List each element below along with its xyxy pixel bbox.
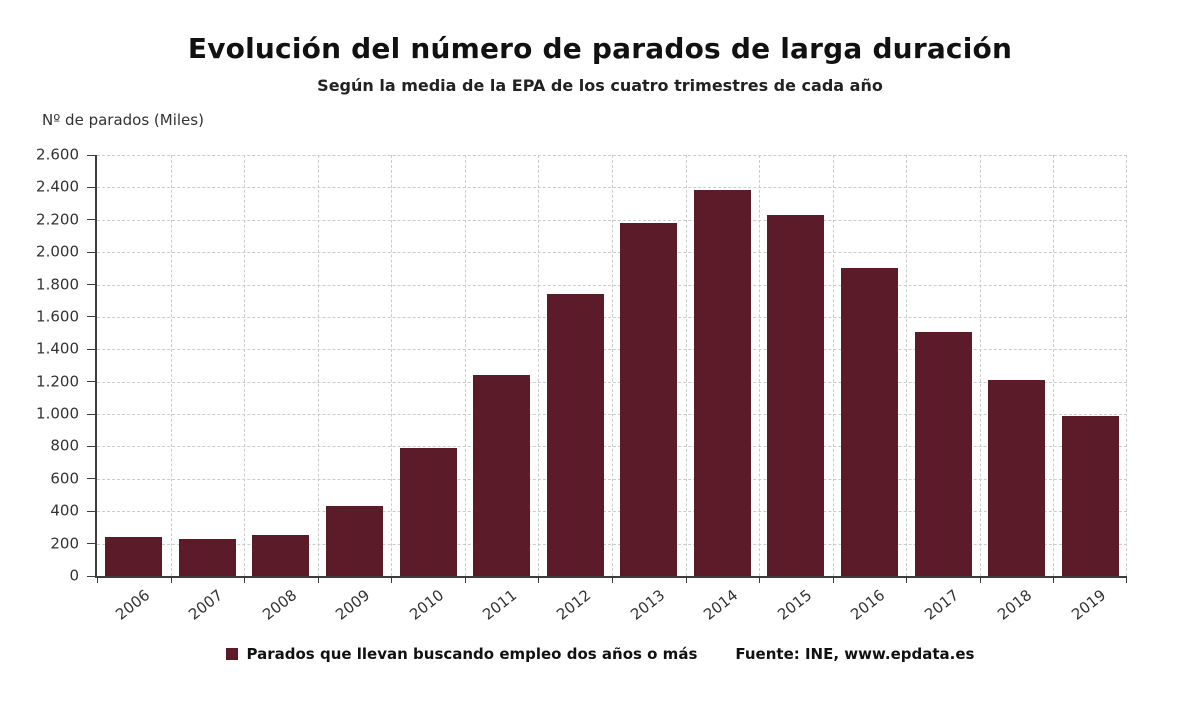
y-tick-label: 1.600 <box>36 307 79 326</box>
source-text: Fuente: INE, www.epdata.es <box>735 645 975 663</box>
y-tick-label: 2.000 <box>36 242 79 261</box>
gridline-vertical <box>1053 155 1055 576</box>
gridline-vertical <box>391 155 393 576</box>
y-tick-label: 600 <box>50 469 79 488</box>
gridline-vertical <box>906 155 908 576</box>
x-tick-mark <box>759 578 761 583</box>
bar <box>841 268 898 576</box>
chart-footer: Parados que llevan buscando empleo dos a… <box>0 645 1200 663</box>
plot-area: 0 200 400 600 800 1.000 1.200 1.400 1.600 1.800 2.… <box>36 145 1127 624</box>
bar <box>399 447 457 576</box>
y-tick-mark <box>87 575 95 577</box>
x-tick-mark <box>979 578 981 583</box>
x-axis-label: 2008 <box>258 586 300 624</box>
x-tick-mark <box>1126 578 1127 583</box>
x-tick-mark <box>832 578 834 583</box>
x-tick-mark <box>464 578 466 583</box>
y-tick-mark <box>87 510 95 512</box>
bar <box>988 379 1046 576</box>
y-tick-mark <box>87 478 95 480</box>
y-tick-label: 1.400 <box>36 339 79 358</box>
legend-swatch <box>225 648 238 660</box>
gridline-vertical <box>979 155 981 576</box>
bar <box>326 505 383 576</box>
bar <box>473 375 531 576</box>
chart-title: Evolución del número de parados de larga… <box>187 32 1013 65</box>
y-tick-mark <box>87 413 95 415</box>
x-axis-label: 2015 <box>773 586 815 624</box>
chart-subtitle: Según la media de la EPA de los cuatro t… <box>317 76 883 95</box>
y-tick-label: 200 <box>50 533 79 552</box>
x-axis-label: 2019 <box>1068 586 1110 624</box>
y-tick-label: 2.200 <box>36 210 79 229</box>
x-tick-mark <box>170 578 172 583</box>
y-tick-label: 400 <box>50 501 79 520</box>
bar <box>620 222 678 576</box>
x-axis-label: 2018 <box>994 586 1036 624</box>
x-tick-mark <box>1053 578 1055 583</box>
bar <box>693 189 751 576</box>
gridline-vertical <box>832 155 834 576</box>
y-tick-mark <box>87 348 95 350</box>
x-axis-label: 2011 <box>479 586 521 624</box>
x-axis-label: 2014 <box>700 586 742 624</box>
y-tick-label: 1.200 <box>36 371 79 390</box>
y-tick-mark <box>87 381 95 383</box>
x-tick-mark <box>244 578 246 583</box>
x-axis-label: 2012 <box>553 586 595 624</box>
gridline-vertical <box>538 155 540 576</box>
y-tick-mark <box>87 284 95 286</box>
y-tick-mark <box>87 219 95 221</box>
gridline-vertical <box>170 155 172 576</box>
y-tick-label: 800 <box>50 436 79 455</box>
x-tick-mark <box>317 578 319 583</box>
x-tick-mark <box>685 578 687 583</box>
y-tick-mark <box>87 251 95 253</box>
y-axis-label: Nº de parados (Miles) <box>42 111 204 129</box>
y-tick-label: 1.800 <box>36 274 79 293</box>
gridline-vertical <box>317 155 319 576</box>
gridline-vertical <box>759 155 761 576</box>
x-axis-label: 2006 <box>111 586 153 624</box>
bar <box>105 537 163 576</box>
y-tick-label: 2.400 <box>36 177 79 196</box>
y-tick-mark <box>87 543 95 545</box>
bar <box>1061 415 1119 576</box>
x-tick-mark <box>391 578 393 583</box>
x-tick-mark <box>97 578 98 583</box>
gridline-vertical <box>244 155 246 576</box>
x-tick-mark <box>906 578 908 583</box>
gridline-vertical <box>685 155 687 576</box>
x-axis-label: 2016 <box>847 586 889 624</box>
x-axis-label: 2013 <box>626 586 668 624</box>
y-tick-label: 1.000 <box>36 404 79 423</box>
x-axis-label: 2017 <box>921 586 963 624</box>
x-tick-mark <box>538 578 540 583</box>
x-axis-label: 2007 <box>185 586 227 624</box>
y-tick-mark <box>87 186 95 188</box>
y-tick-mark <box>87 316 95 318</box>
legend-label: Parados que llevan buscando empleo dos a… <box>246 645 698 663</box>
bar <box>178 539 236 576</box>
bar <box>252 534 310 576</box>
y-tick-label: 2.600 <box>36 145 79 164</box>
x-axis-label: 2009 <box>332 586 374 624</box>
gridline-vertical <box>612 155 613 576</box>
bar <box>767 215 825 576</box>
y-tick-mark <box>87 154 95 156</box>
bar <box>546 294 604 576</box>
y-tick-label: 0 <box>69 566 79 585</box>
x-tick-mark <box>612 578 613 583</box>
bar <box>914 332 972 576</box>
x-axis-label: 2010 <box>406 586 448 624</box>
gridline-vertical <box>464 155 466 576</box>
y-tick-mark <box>87 445 95 447</box>
gridline-vertical <box>1126 155 1127 576</box>
